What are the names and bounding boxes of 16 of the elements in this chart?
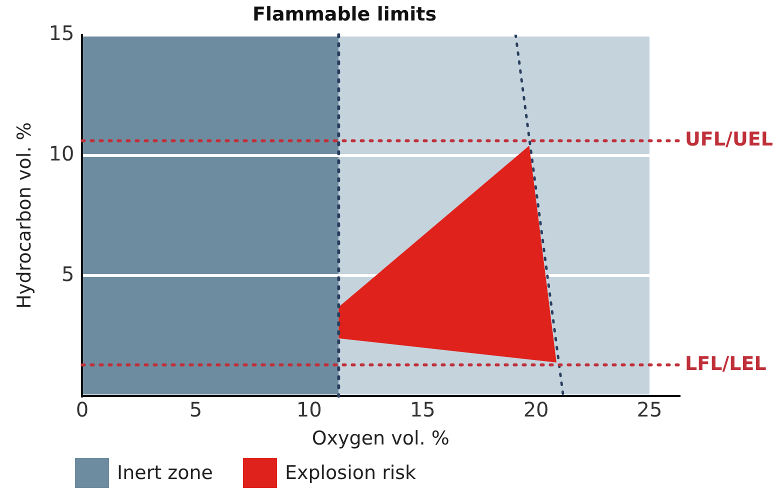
chart-title: Flammable limits bbox=[252, 3, 437, 26]
ref-line-label: LFL/LEL bbox=[685, 352, 766, 375]
x-tick-label: 10 bbox=[296, 397, 322, 422]
x-axis-title: Oxygen vol. % bbox=[312, 428, 450, 450]
y-tick-label: 10 bbox=[48, 141, 74, 166]
x-tick-label: 15 bbox=[410, 397, 436, 422]
legend-label: Inert zone bbox=[117, 462, 213, 484]
x-tick-label: 0 bbox=[76, 397, 89, 422]
y-tick-label: 15 bbox=[48, 21, 74, 46]
x-tick-label: 20 bbox=[523, 397, 549, 422]
y-axis-title: Hydrocarbon vol. % bbox=[13, 122, 36, 309]
x-tick-label: 25 bbox=[636, 397, 662, 422]
legend-label: Explosion risk bbox=[284, 462, 416, 484]
y-tick-label: 5 bbox=[62, 262, 74, 286]
ref-line-label: UFL/UEL bbox=[685, 128, 773, 151]
x-tick-label: 5 bbox=[189, 397, 202, 422]
